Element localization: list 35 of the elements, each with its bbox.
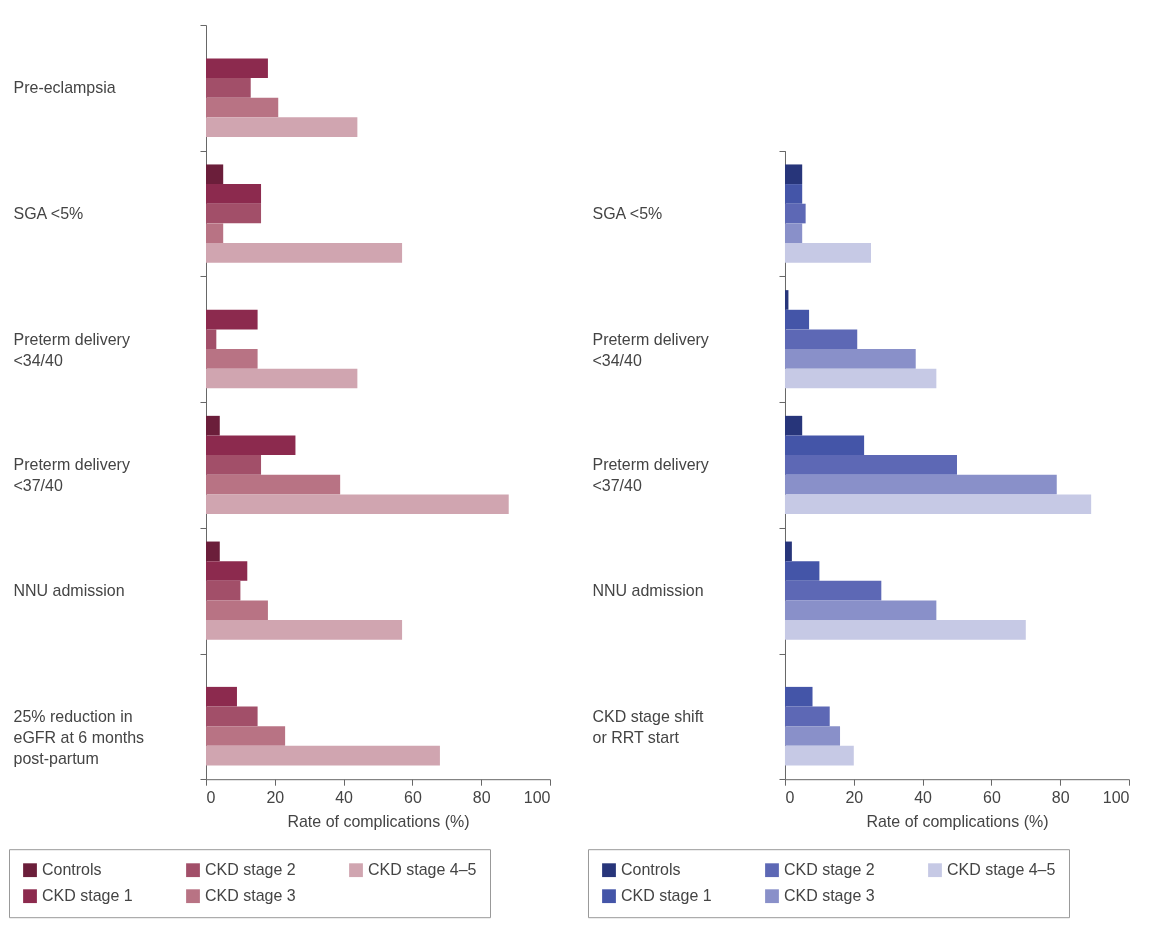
- legend-label: CKD stage 1: [42, 887, 133, 905]
- legend-label: CKD stage 2: [205, 861, 296, 879]
- x-axis-title: Rate of complications (%): [287, 812, 470, 830]
- y-tick-label: CKD stage shift or RRT start: [592, 707, 705, 746]
- legend-label: CKD stage 3: [205, 887, 296, 905]
- x-tick-label: 100: [1102, 788, 1130, 806]
- x-tick-label: 0: [206, 788, 216, 806]
- x-tick-label: 80: [472, 788, 491, 806]
- y-tick-label: 25% reduction in eGFR at 6 months post-partum: [13, 707, 145, 767]
- x-tick-label: 60: [404, 788, 422, 806]
- x-tick-label: 40: [914, 788, 933, 806]
- x-tick-label: 0: [785, 788, 795, 806]
- legend-label: CKD stage 3: [784, 887, 875, 905]
- y-tick-label: Preterm delivery <34/40: [592, 330, 709, 369]
- y-tick-label: Pre-eclampsia: [13, 79, 116, 97]
- x-tick-label: 100: [523, 788, 551, 806]
- legend-label: Controls: [42, 861, 102, 879]
- legend-label: Controls: [621, 861, 681, 879]
- y-tick-label: Preterm delivery <34/40: [13, 330, 130, 369]
- y-tick-label: SGA <5%: [592, 205, 663, 223]
- legend-label: CKD stage 1: [621, 887, 712, 905]
- legend-label: CKD stage 4–5: [946, 861, 1056, 879]
- legend-label: CKD stage 2: [784, 861, 875, 879]
- y-tick-label: SGA <5%: [13, 205, 84, 223]
- x-axis-title: Rate of complications (%): [866, 812, 1049, 830]
- legend-label: CKD stage 4–5: [368, 861, 477, 879]
- y-tick-label: NNU admission: [592, 582, 704, 600]
- x-tick-label: 60: [983, 788, 1001, 806]
- y-tick-label: Preterm delivery <37/40: [13, 456, 130, 495]
- x-tick-label: 20: [845, 788, 864, 806]
- x-tick-label: 80: [1051, 788, 1070, 806]
- y-tick-label: NNU admission: [13, 582, 125, 600]
- x-tick-label: 40: [335, 788, 354, 806]
- y-tick-label: Preterm delivery <37/40: [592, 456, 709, 495]
- x-tick-label: 20: [266, 788, 285, 806]
